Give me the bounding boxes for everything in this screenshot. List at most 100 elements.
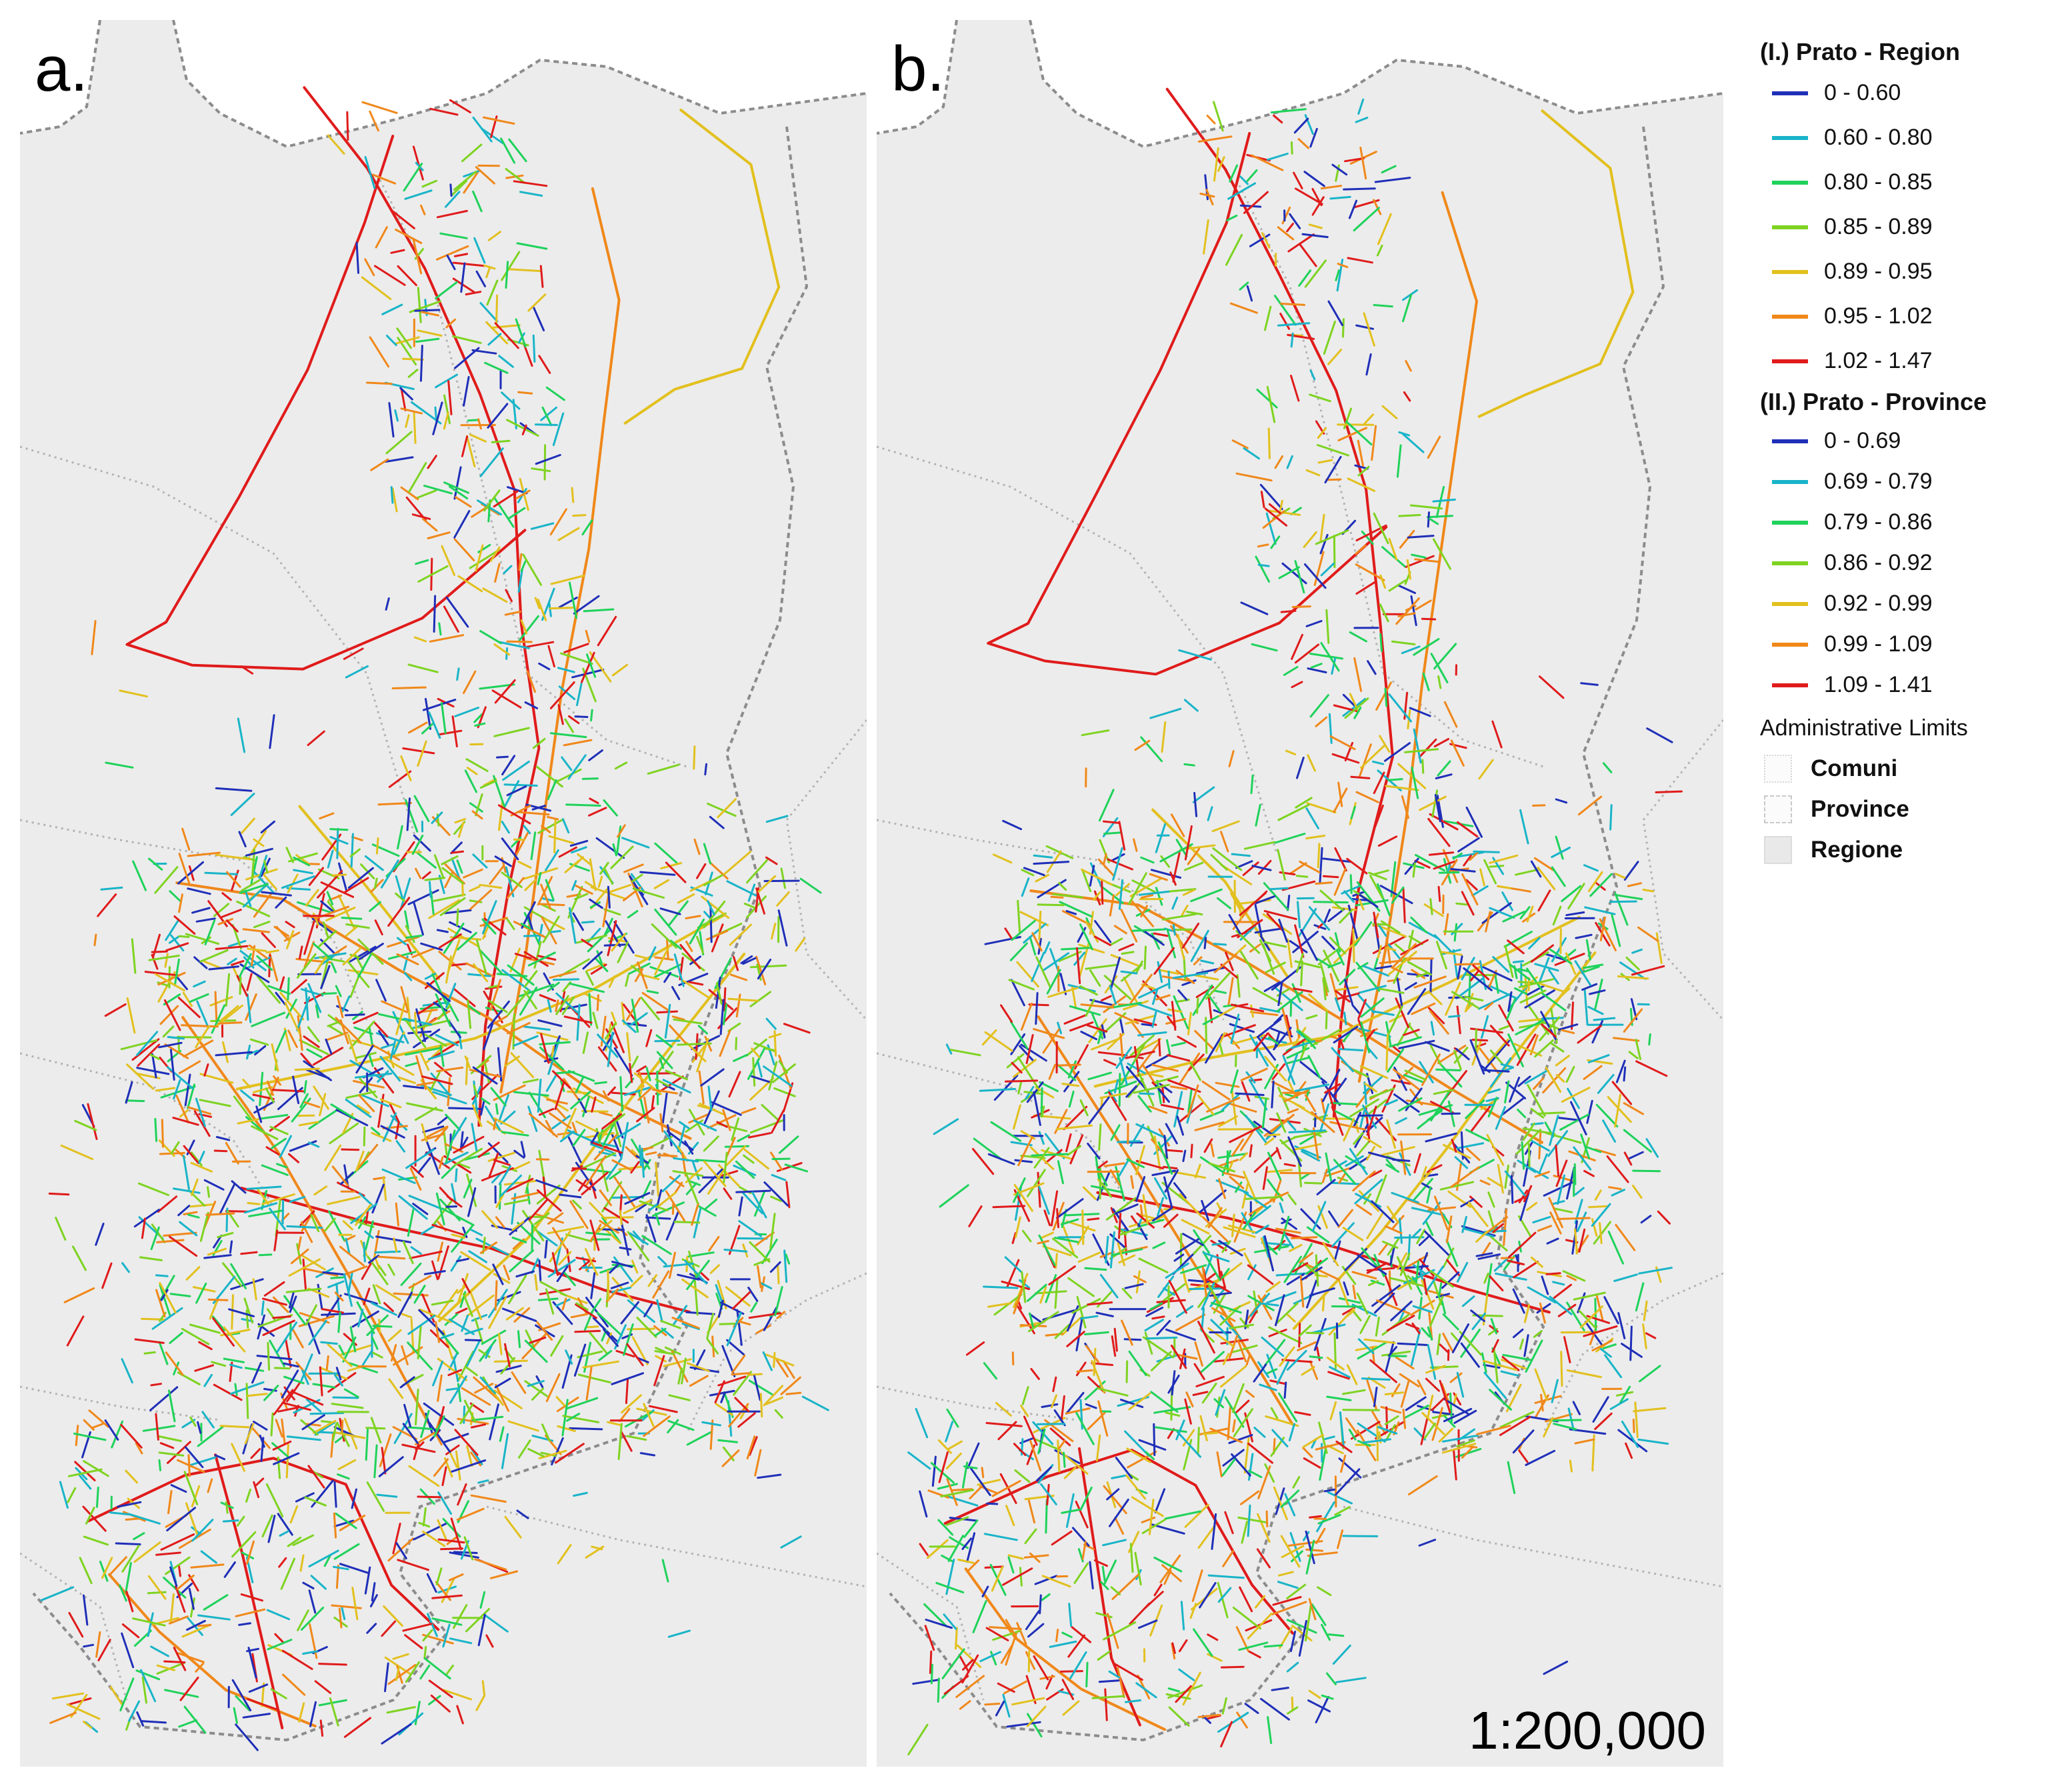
road-segment: [1281, 1545, 1305, 1559]
road-segment: [1517, 968, 1529, 973]
road-segment: [1007, 1554, 1024, 1560]
road-segment: [415, 867, 422, 879]
road-segment: [1523, 1334, 1529, 1357]
road-segment: [495, 1193, 505, 1208]
road-segment: [135, 1031, 159, 1057]
road-segment: [403, 163, 423, 192]
road-segment: [1210, 853, 1228, 871]
road-segment: [753, 1042, 777, 1053]
road-segment: [1305, 1604, 1312, 1642]
road-segment: [109, 1686, 124, 1706]
road-segment: [1099, 1092, 1127, 1099]
road-segment: [1203, 937, 1207, 949]
road-segment: [773, 1087, 796, 1097]
road-segment: [532, 334, 536, 363]
road-segment: [1377, 835, 1398, 847]
road-segment: [1331, 1105, 1344, 1136]
road-segment: [1093, 1347, 1097, 1377]
road-segment: [1305, 1014, 1318, 1020]
road-segment: [457, 1285, 467, 1294]
road-segment: [1645, 1138, 1659, 1158]
road-segment: [1548, 969, 1559, 985]
road-segment: [363, 1126, 366, 1147]
road-segment: [617, 1423, 623, 1460]
road-segment: [1530, 944, 1554, 963]
road-segment: [1433, 934, 1452, 952]
road-segment: [1353, 1069, 1369, 1078]
road-segment: [1360, 1021, 1371, 1053]
road-segment: [433, 1458, 449, 1477]
road-segment: [453, 510, 471, 539]
road-segment: [249, 1038, 269, 1046]
road-segment: [372, 1284, 381, 1305]
road-segment: [320, 1341, 338, 1345]
road-segment: [1532, 1216, 1551, 1224]
road-segment: [945, 1495, 979, 1507]
road-segment: [1138, 890, 1170, 896]
road-segment: [527, 1105, 538, 1132]
road-segment: [613, 1256, 633, 1283]
road-segment: [1461, 1445, 1475, 1459]
road-segment: [1421, 1412, 1445, 1435]
road-segment: [1101, 1565, 1106, 1582]
road-segment: [1502, 1353, 1533, 1361]
road-segment: [759, 1281, 773, 1289]
road-segment: [1193, 1628, 1213, 1657]
road-segment: [1477, 993, 1512, 1010]
road-segment: [157, 971, 176, 1003]
road-segment: [453, 1551, 478, 1554]
road-segment: [1035, 1086, 1055, 1099]
road-segment: [748, 1379, 773, 1396]
road-segment: [283, 1375, 305, 1385]
road-segment: [1006, 1721, 1041, 1728]
road-segment: [1182, 1149, 1187, 1163]
road-segment: [451, 1233, 466, 1239]
road-segment: [1141, 1516, 1156, 1523]
road-segment: [641, 992, 671, 1013]
road-segment: [590, 1272, 596, 1299]
road-segment: [1120, 1399, 1144, 1409]
road-segment: [339, 1245, 365, 1267]
road-segment: [432, 1091, 467, 1105]
road-segment: [501, 1131, 529, 1137]
road-segment: [535, 765, 563, 788]
road-segment: [1203, 1273, 1216, 1283]
road-segment: [445, 955, 452, 984]
road-segment: [464, 1152, 490, 1161]
road-segment: [597, 1113, 625, 1137]
road-segment: [1114, 1517, 1125, 1535]
road-segment: [661, 1559, 669, 1583]
road-segment: [1253, 1363, 1267, 1383]
road-segment: [378, 1265, 387, 1277]
road-segment: [549, 732, 587, 739]
comuni-limits-b: [877, 179, 1723, 1701]
road-segment: [271, 1089, 305, 1093]
road-segment: [1139, 1092, 1155, 1095]
road-segment: [185, 933, 220, 945]
road-segment: [528, 1199, 549, 1221]
road-segment: [1475, 1043, 1487, 1048]
road-segment: [417, 740, 427, 767]
road-segment: [133, 1541, 161, 1563]
road-segment: [1637, 926, 1659, 942]
road-segment: [1561, 1087, 1591, 1103]
road-segment: [1181, 979, 1197, 986]
road-segment: [500, 137, 516, 164]
road-segment: [445, 983, 457, 1009]
road-segment: [663, 1263, 695, 1268]
road-segment: [1271, 966, 1302, 991]
road-segment: [1499, 1025, 1511, 1031]
road-segment: [151, 1223, 166, 1243]
road-segment: [1377, 883, 1391, 917]
road-segment: [449, 485, 469, 500]
road-segment: [155, 1289, 166, 1318]
road-segment: [340, 1344, 372, 1356]
road-segment: [248, 1683, 269, 1693]
road-segment: [624, 1192, 651, 1205]
road-segment: [992, 853, 1013, 864]
road-segment: [1151, 932, 1160, 950]
road-segment: [400, 755, 412, 781]
road-segment: [1270, 108, 1307, 114]
road-segment: [408, 462, 427, 493]
road-segment: [1142, 929, 1165, 946]
